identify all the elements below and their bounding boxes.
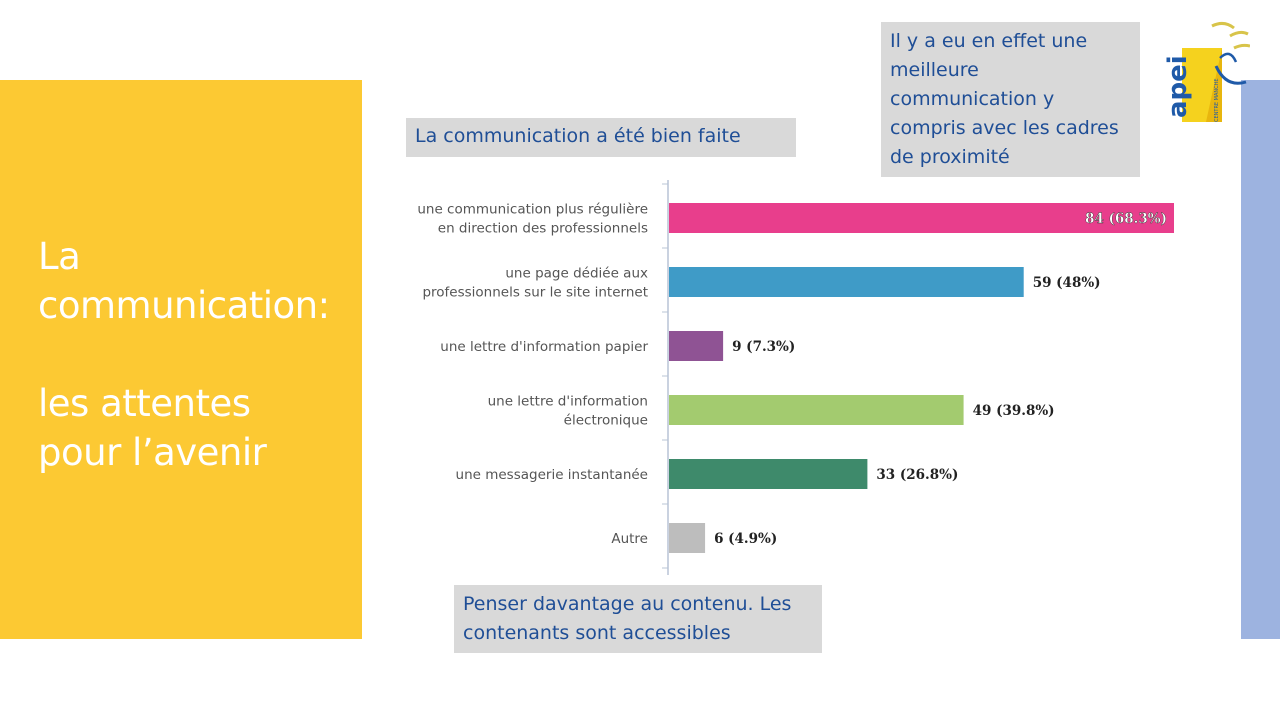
category-label: une communication plus régulière [417,202,648,218]
data-label: 84 (68.3%) [1085,211,1167,227]
category-label: une lettre d'information papier [440,339,648,355]
data-label: 33 (26.8%) [876,467,958,483]
data-label: 9 (7.3%) [732,339,795,355]
bar [669,395,964,425]
logo-text: apei [1163,55,1193,118]
data-label: 6 (4.9%) [714,531,777,547]
bar [669,203,1174,233]
title-panel [0,80,362,639]
bar [669,267,1024,297]
bar-chart: une communication plus régulière en direc… [417,180,1174,575]
slide-title-spacer [38,330,358,379]
slide-title-line: les attentes [38,382,251,425]
bar [669,331,724,361]
note-bottom: Penser davantage au contenu. Les contena… [454,585,822,653]
category-label: une page dédiée aux [505,266,648,282]
slide-title: La communication: les attentes pour l’av… [38,232,358,477]
apei-logo: apei CENTRE MANCHE [1163,21,1250,122]
category-label: une lettre d'information [488,394,648,410]
data-label: 59 (48%) [1033,275,1101,291]
category-label: une messagerie instantanée [456,467,648,483]
decorative-strip [1241,80,1280,639]
bar [669,459,868,489]
category-label: électronique [564,413,648,429]
note-top: La communication a été bien faite [406,118,796,157]
note-right: Il y a eu en effet une meilleure communi… [881,22,1140,177]
data-label: 49 (39.8%) [973,403,1055,419]
slide-title-line: communication: [38,284,330,327]
category-label: en direction des professionnels [438,221,648,237]
slide-title-line: La [38,235,81,278]
bar [669,523,706,553]
category-label: Autre [611,531,648,547]
logo-subtext: CENTRE MANCHE [1214,78,1220,122]
slide-title-line: pour l’avenir [38,431,267,474]
category-label: professionnels sur le site internet [422,285,648,301]
